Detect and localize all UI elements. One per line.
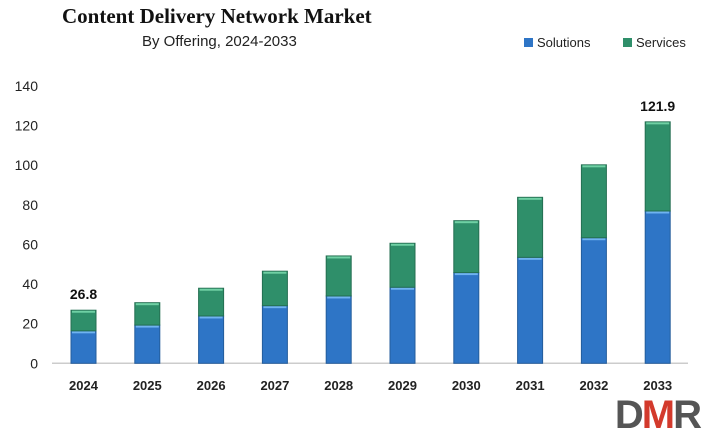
x-tick-label: 2028 — [324, 378, 353, 393]
bar-highlight — [646, 211, 670, 214]
data-label: 121.9 — [640, 98, 675, 114]
bar-solutions-2026 — [198, 315, 225, 364]
bar-highlight — [646, 122, 670, 125]
bar-solutions-2029 — [389, 286, 416, 364]
x-tick-label: 2030 — [452, 378, 481, 393]
bar-solutions-2024 — [70, 330, 97, 364]
logo-letter: D — [614, 393, 644, 437]
bar-highlight — [135, 325, 159, 328]
x-tick-label: 2024 — [69, 378, 99, 393]
bar-solutions-2033 — [644, 210, 671, 364]
bar-highlight — [454, 273, 478, 276]
bar-services-2033 — [644, 121, 671, 212]
legend-swatch-solutions — [524, 38, 533, 47]
logo-letter: M — [641, 393, 675, 437]
y-tick-label: 120 — [15, 118, 39, 134]
bar-highlight — [135, 303, 159, 306]
legend-label-services: Services — [636, 35, 686, 50]
bar-highlight — [72, 310, 95, 313]
legend-item-services: Services — [623, 35, 686, 50]
bar-highlight — [199, 288, 223, 291]
x-tick-label: 2026 — [197, 378, 226, 393]
bar-solutions-2032 — [580, 237, 607, 364]
y-tick-label: 80 — [22, 197, 38, 213]
bar-services-2027 — [261, 270, 288, 307]
bar-highlight — [199, 316, 223, 319]
bar-solutions-2030 — [453, 272, 480, 364]
logo-letter: R — [673, 393, 702, 437]
bar-highlight — [263, 271, 287, 274]
bar-solutions-2031 — [517, 256, 544, 364]
bar-services-2028 — [325, 255, 352, 297]
bar-solutions-2028 — [325, 295, 352, 364]
bar-services-2024 — [70, 309, 97, 332]
bar-highlight — [454, 221, 478, 224]
bar-services-2026 — [198, 287, 225, 317]
y-tick-label: 20 — [22, 316, 38, 332]
bar-highlight — [391, 287, 414, 290]
y-tick-label: 140 — [15, 78, 39, 94]
legend-label-solutions: Solutions — [537, 35, 591, 50]
y-tick-label: 60 — [22, 236, 38, 252]
x-tick-label: 2029 — [388, 378, 417, 393]
bar-highlight — [327, 256, 351, 259]
bar-highlight — [391, 243, 414, 246]
dmr-logo: DMR — [614, 393, 702, 438]
bar-services-2029 — [389, 242, 416, 288]
bar-highlight — [582, 238, 606, 241]
legend-swatch-services — [623, 38, 632, 47]
bar-highlight — [518, 197, 542, 200]
y-tick-label: 100 — [15, 157, 39, 173]
bar-services-2032 — [580, 164, 607, 239]
x-tick-label: 2033 — [643, 378, 672, 393]
bar-services-2031 — [517, 196, 544, 258]
bar-services-2030 — [453, 220, 480, 274]
bar-solutions-2025 — [134, 324, 161, 364]
x-tick-label: 2027 — [260, 378, 289, 393]
legend-item-solutions: Solutions — [524, 35, 590, 50]
y-tick-label: 40 — [22, 276, 38, 292]
bar-highlight — [327, 296, 351, 299]
x-tick-label: 2032 — [579, 378, 608, 393]
bar-highlight — [72, 331, 95, 334]
bar-solutions-2027 — [261, 305, 288, 364]
bar-services-2025 — [134, 302, 161, 326]
chart-subtitle: By Offering, 2024-2033 — [142, 33, 297, 50]
bar-highlight — [518, 257, 542, 260]
bar-highlight — [263, 306, 287, 309]
x-tick-label: 2025 — [133, 378, 162, 393]
chart-title: Content Delivery Network Market — [62, 4, 372, 28]
bar-highlight — [582, 165, 606, 168]
data-label: 26.8 — [70, 286, 97, 302]
x-tick-label: 2031 — [516, 378, 545, 393]
y-tick-label: 0 — [30, 355, 38, 371]
